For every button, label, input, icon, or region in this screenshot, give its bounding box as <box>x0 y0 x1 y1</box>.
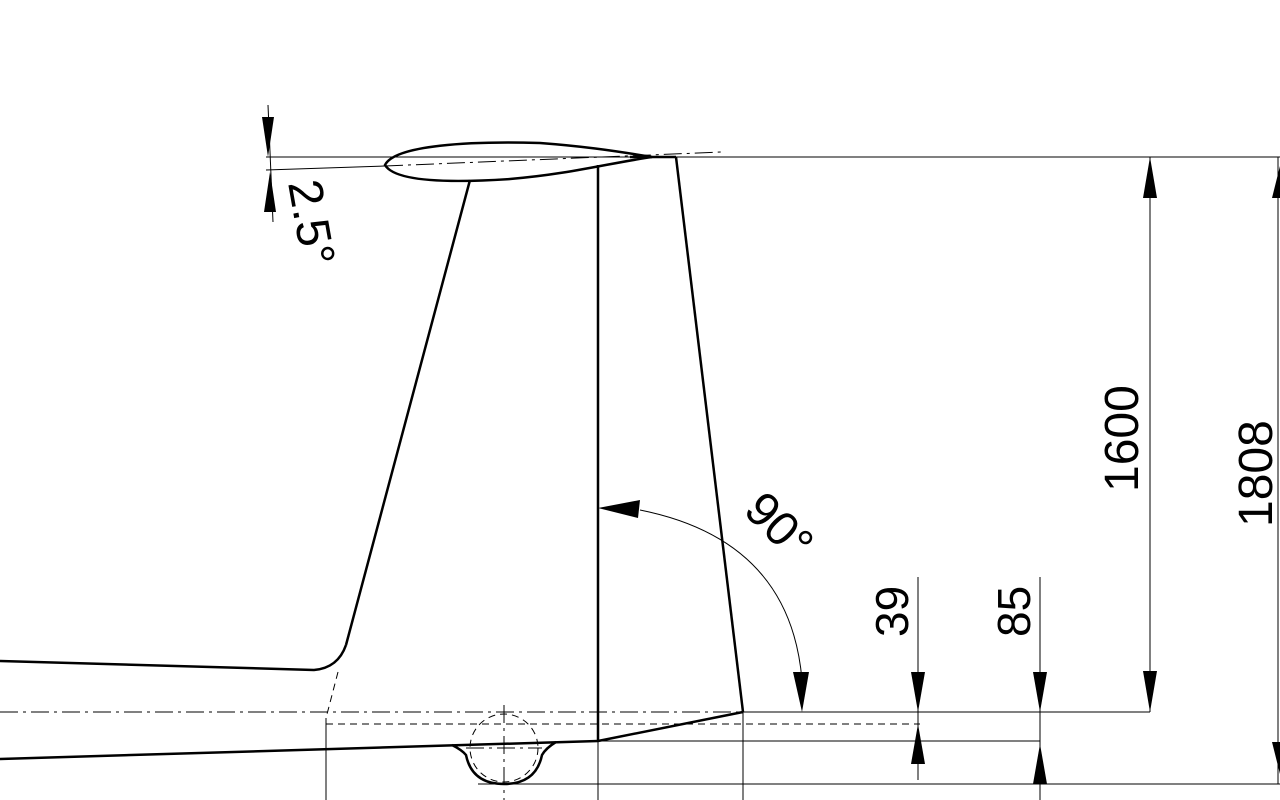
offset-large-arrow-top <box>1033 672 1047 712</box>
fuselage <box>0 644 599 761</box>
dimension-total-height: 1808 <box>1230 157 1280 784</box>
fin-height-arrow-top <box>1143 157 1157 198</box>
fin-height-arrow-bottom <box>1143 671 1157 712</box>
angle-arrow-bottom <box>793 672 809 712</box>
fuselage-hidden-edge <box>325 671 339 719</box>
offset-small-arrow-bottom <box>911 724 925 764</box>
airfoil-chord-line <box>384 151 723 167</box>
offset-large-arrow-bottom <box>1033 744 1047 784</box>
total-height-arrow-top <box>1272 166 1280 198</box>
incidence-arrow-bottom <box>264 172 276 212</box>
vertical-fin <box>596 155 745 743</box>
dimension-incidence: 2.5° <box>262 104 344 270</box>
stabilizer-leading-edge <box>344 179 472 646</box>
incidence-arrow-top <box>262 117 274 157</box>
rudder-trailing-edge <box>674 156 745 713</box>
tail-wheel <box>451 705 557 800</box>
reference-lines <box>0 156 1280 800</box>
incidence-label: 2.5° <box>277 176 344 270</box>
total-height-arrow-bottom <box>1272 742 1280 774</box>
dimension-angle: 90° <box>598 482 823 712</box>
fuselage-top-edge <box>0 644 348 672</box>
offset-small-label: 39 <box>866 586 918 637</box>
dimension-offset-small: 39 <box>866 577 925 780</box>
angle-arc <box>639 509 803 681</box>
rudder-bottom-edge <box>597 710 744 743</box>
dimension-fin-height: 1600 <box>1096 157 1157 712</box>
stabilizer <box>265 141 723 646</box>
angle-arrow-left <box>598 500 640 518</box>
total-height-label: 1808 <box>1230 420 1280 527</box>
offset-small-arrow-top <box>911 672 925 712</box>
airfoil-chord-extension <box>265 165 386 171</box>
angle-label: 90° <box>734 482 823 571</box>
fin-height-label: 1600 <box>1096 385 1149 492</box>
fuselage-bottom-edge <box>0 739 599 761</box>
stabilizer-airfoil <box>383 141 653 183</box>
offset-large-label: 85 <box>988 586 1040 637</box>
dimension-offset-large: 85 <box>988 577 1047 800</box>
